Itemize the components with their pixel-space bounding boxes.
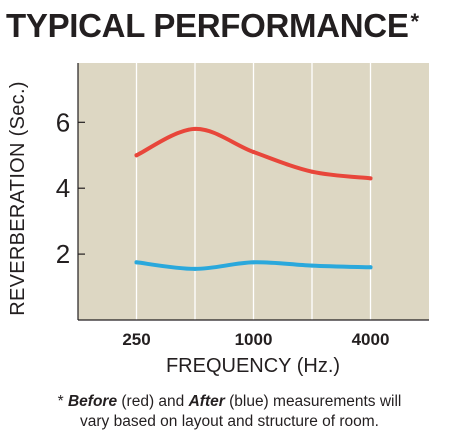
series-1-point-1000 — [251, 260, 256, 265]
footnote-before-label: Before — [67, 393, 118, 410]
series-1-point-500 — [193, 266, 197, 271]
footnote-before-text: (red) and — [121, 393, 185, 410]
footnote-line-2: vary based on layout and structure of ro… — [80, 413, 379, 430]
x-tick-label-250: 250 — [122, 330, 150, 349]
series-0-point-1000 — [251, 149, 256, 154]
series-1-point-2000 — [310, 263, 314, 268]
footnote-after-label: After — [188, 393, 225, 410]
series-1-point-250 — [134, 260, 139, 265]
series-0-point-500 — [193, 126, 197, 131]
series-0-point-250 — [134, 153, 139, 158]
y-tick-label-4: 4 — [56, 173, 70, 203]
y-axis-label: REVERBERATION (Sec.) — [6, 80, 29, 316]
x-axis-label: FREQUENCY (Hz.) — [165, 355, 341, 377]
x-tick-label-4000: 4000 — [352, 330, 390, 349]
footnote-after-text: (blue) measurements will — [229, 393, 402, 410]
series-0-point-2000 — [310, 169, 314, 174]
series-0-point-4000 — [368, 176, 373, 181]
footnote-asterisk: * — [57, 393, 64, 410]
x-tick-label-1000: 1000 — [235, 330, 273, 349]
series-1-point-4000 — [368, 265, 373, 270]
chart-title: TYPICAL PERFORMANCE* — [6, 7, 420, 44]
footnote: * Before (red) and After (blue) measurem… — [0, 392, 459, 432]
title-asterisk: * — [410, 9, 420, 34]
y-tick-label-2: 2 — [56, 239, 70, 269]
y-tick-label-6: 6 — [56, 107, 70, 137]
